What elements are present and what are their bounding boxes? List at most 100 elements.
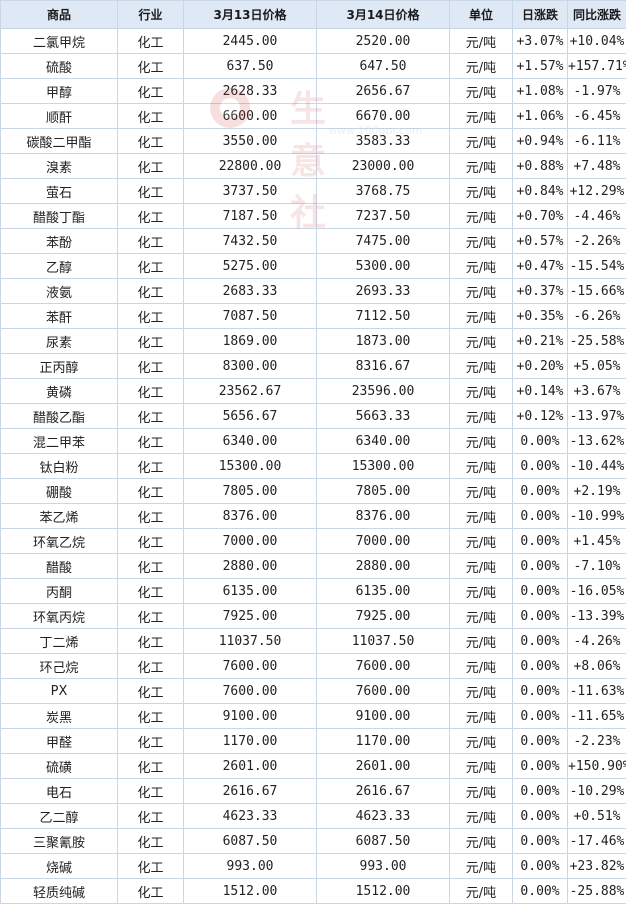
commodity-link[interactable]: 丙酮 [1,579,118,604]
industry-cell: 化工 [118,854,184,879]
unit-cell: 元/吨 [450,829,513,854]
commodity-link[interactable]: 苯酚 [1,229,118,254]
commodity-link[interactable]: 醋酸丁酯 [1,204,118,229]
commodity-link[interactable]: 苯乙烯 [1,504,118,529]
yoy-change-cell: -11.65% [568,704,626,729]
price-mar13-cell: 5656.67 [184,404,317,429]
yoy-change-cell: -4.46% [568,204,626,229]
price-mar14-cell: 3768.75 [317,179,450,204]
industry-cell: 化工 [118,779,184,804]
yoy-change-cell: -15.66% [568,279,626,304]
unit-cell: 元/吨 [450,754,513,779]
commodity-link[interactable]: 硫酸 [1,54,118,79]
commodity-link[interactable]: 烧碱 [1,854,118,879]
price-mar14-cell: 1873.00 [317,329,450,354]
industry-cell: 化工 [118,104,184,129]
header-yoy-change: 同比涨跌 [568,1,626,29]
daily-change-cell: 0.00% [513,829,568,854]
commodity-link[interactable]: 醋酸 [1,554,118,579]
industry-cell: 化工 [118,129,184,154]
price-mar14-cell: 4623.33 [317,804,450,829]
price-mar14-cell: 9100.00 [317,704,450,729]
commodity-link[interactable]: 钛白粉 [1,454,118,479]
commodity-link[interactable]: 轻质纯碱 [1,879,118,904]
commodity-link[interactable]: 硫磺 [1,754,118,779]
unit-cell: 元/吨 [450,279,513,304]
yoy-change-cell: -25.88% [568,879,626,904]
unit-cell: 元/吨 [450,179,513,204]
industry-cell: 化工 [118,279,184,304]
yoy-change-cell: -1.97% [568,79,626,104]
commodity-link[interactable]: 甲醇 [1,79,118,104]
commodity-link[interactable]: 萤石 [1,179,118,204]
price-mar13-cell: 11037.50 [184,629,317,654]
industry-cell: 化工 [118,204,184,229]
price-mar14-cell: 7000.00 [317,529,450,554]
yoy-change-cell: +5.05% [568,354,626,379]
commodity-link[interactable]: 尿素 [1,329,118,354]
commodity-link[interactable]: 二氯甲烷 [1,29,118,54]
commodity-link[interactable]: 混二甲苯 [1,429,118,454]
price-mar13-cell: 2683.33 [184,279,317,304]
header-industry: 行业 [118,1,184,29]
unit-cell: 元/吨 [450,629,513,654]
yoy-change-cell: -13.97% [568,404,626,429]
commodity-link[interactable]: 甲醛 [1,729,118,754]
commodity-link[interactable]: 液氨 [1,279,118,304]
commodity-link[interactable]: 乙二醇 [1,804,118,829]
yoy-change-cell: -25.58% [568,329,626,354]
unit-cell: 元/吨 [450,804,513,829]
price-mar14-cell: 647.50 [317,54,450,79]
price-mar13-cell: 8376.00 [184,504,317,529]
commodity-link[interactable]: 环氧乙烷 [1,529,118,554]
commodity-link[interactable]: 丁二烯 [1,629,118,654]
commodity-link[interactable]: 碳酸二甲酯 [1,129,118,154]
commodity-link[interactable]: 硼酸 [1,479,118,504]
yoy-change-cell: -17.46% [568,829,626,854]
commodity-link[interactable]: 醋酸乙酯 [1,404,118,429]
price-mar14-cell: 23000.00 [317,154,450,179]
daily-change-cell: 0.00% [513,879,568,904]
daily-change-cell: 0.00% [513,554,568,579]
price-mar14-cell: 1512.00 [317,879,450,904]
commodity-link[interactable]: 三聚氰胺 [1,829,118,854]
commodity-link[interactable]: 苯酐 [1,304,118,329]
commodity-link[interactable]: 黄磷 [1,379,118,404]
yoy-change-cell: -11.63% [568,679,626,704]
commodity-link[interactable]: 环己烷 [1,654,118,679]
commodity-link[interactable]: 正丙醇 [1,354,118,379]
unit-cell: 元/吨 [450,204,513,229]
commodity-link[interactable]: 溴素 [1,154,118,179]
commodity-link[interactable]: 炭黑 [1,704,118,729]
price-mar13-cell: 7805.00 [184,479,317,504]
price-mar14-cell: 8316.67 [317,354,450,379]
unit-cell: 元/吨 [450,504,513,529]
industry-cell: 化工 [118,154,184,179]
commodity-link[interactable]: 顺酐 [1,104,118,129]
price-mar13-cell: 1512.00 [184,879,317,904]
price-mar13-cell: 6340.00 [184,429,317,454]
industry-cell: 化工 [118,654,184,679]
commodity-link[interactable]: 电石 [1,779,118,804]
price-mar14-cell: 8376.00 [317,504,450,529]
industry-cell: 化工 [118,704,184,729]
commodity-link[interactable]: 环氧丙烷 [1,604,118,629]
industry-cell: 化工 [118,454,184,479]
industry-cell: 化工 [118,754,184,779]
industry-cell: 化工 [118,304,184,329]
price-mar13-cell: 6087.50 [184,829,317,854]
industry-cell: 化工 [118,829,184,854]
commodity-link[interactable]: 乙醇 [1,254,118,279]
commodity-link[interactable]: PX [1,679,118,704]
yoy-change-cell: +2.19% [568,479,626,504]
